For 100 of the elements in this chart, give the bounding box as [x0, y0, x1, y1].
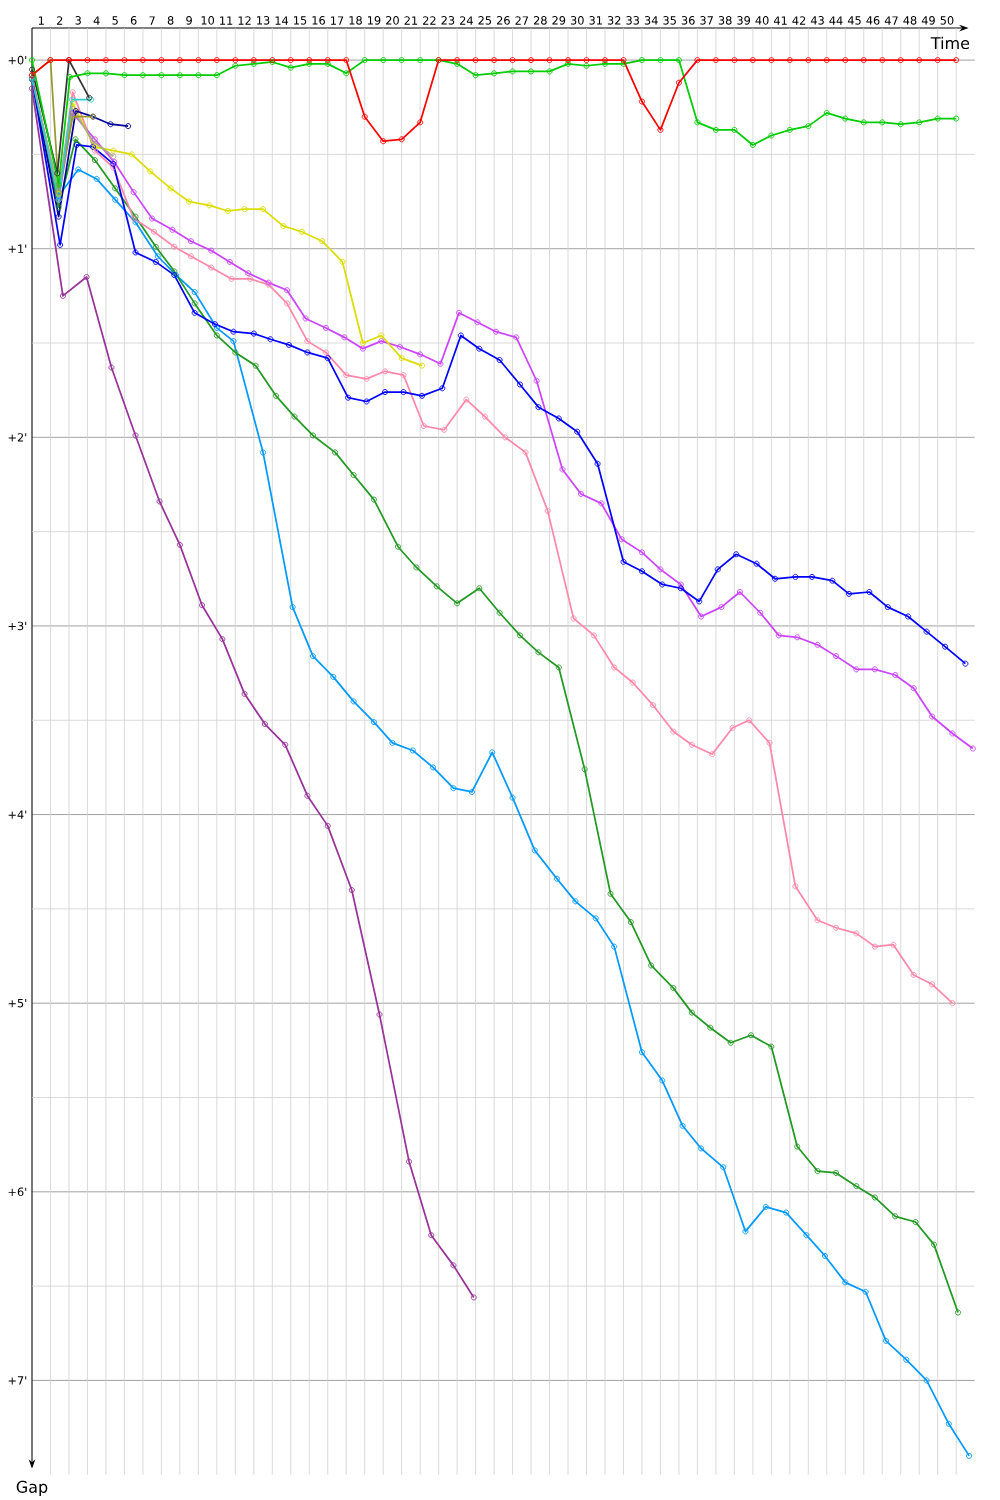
point: [380, 57, 387, 64]
point: [107, 121, 114, 128]
point: [638, 568, 645, 575]
point: [879, 57, 886, 64]
point: [481, 413, 488, 420]
point: [158, 72, 165, 79]
point: [491, 70, 498, 77]
point: [546, 68, 553, 75]
point: [260, 206, 267, 213]
x-tick-label: 21: [404, 16, 418, 25]
y-tick-label: +6': [8, 1187, 27, 1197]
point: [376, 1011, 383, 1018]
point: [409, 747, 416, 754]
point: [929, 981, 936, 988]
point: [513, 334, 520, 341]
point: [688, 741, 695, 748]
point: [389, 739, 396, 746]
point: [833, 1169, 840, 1176]
point: [916, 57, 923, 64]
point: [805, 123, 812, 130]
point: [55, 213, 62, 220]
point: [533, 377, 540, 384]
point: [912, 1218, 919, 1225]
point: [923, 1377, 930, 1384]
point: [359, 340, 366, 347]
x-tick-label: 40: [755, 16, 769, 25]
point: [468, 788, 475, 795]
point: [359, 345, 366, 352]
point: [897, 121, 904, 128]
point: [766, 739, 773, 746]
x-tick-label: 30: [570, 16, 584, 25]
y-tick-label: +4': [8, 810, 27, 819]
point: [324, 355, 331, 362]
point: [304, 792, 311, 799]
point: [897, 57, 904, 64]
point: [154, 253, 161, 260]
point: [842, 115, 849, 122]
point: [698, 613, 705, 620]
point: [324, 822, 331, 829]
x-tick-label: 15: [294, 16, 307, 25]
x-tick-label: 42: [792, 16, 806, 25]
point: [853, 666, 860, 673]
point: [736, 589, 743, 595]
point: [361, 113, 368, 120]
point: [219, 636, 226, 643]
point: [171, 268, 178, 275]
point: [261, 721, 268, 728]
point: [228, 275, 235, 282]
point: [152, 243, 159, 250]
x-tick-label: 46: [866, 16, 880, 25]
x-tick-label: 20: [386, 16, 399, 25]
point: [720, 1164, 727, 1171]
point: [871, 666, 878, 673]
point: [472, 72, 479, 79]
x-tick-label: 7: [149, 16, 155, 25]
point: [768, 57, 775, 64]
point: [66, 74, 73, 81]
point: [670, 728, 677, 735]
point: [729, 724, 736, 731]
point: [916, 119, 923, 126]
point: [147, 168, 154, 175]
point: [191, 289, 198, 296]
point: [620, 558, 627, 565]
point: [130, 189, 137, 196]
point: [252, 362, 259, 369]
point: [291, 413, 298, 420]
point: [322, 349, 329, 356]
point: [413, 564, 420, 571]
point: [792, 883, 799, 890]
point: [502, 434, 509, 441]
point: [83, 274, 90, 281]
x-tick-label: 2: [56, 16, 63, 25]
point: [208, 264, 215, 271]
point: [892, 1213, 899, 1220]
point: [343, 372, 350, 379]
y-tick-label: +1': [8, 244, 27, 253]
point: [55, 181, 62, 188]
point: [879, 119, 886, 126]
point: [363, 398, 370, 405]
point: [112, 196, 119, 203]
y-tick-label: +5': [8, 998, 27, 1008]
point: [712, 126, 719, 133]
point: [474, 319, 481, 326]
x-tick-label: 38: [718, 16, 732, 25]
point: [322, 324, 329, 331]
point: [629, 679, 636, 686]
y-tick-label: +7': [8, 1376, 27, 1385]
point: [289, 604, 296, 611]
point: [455, 309, 462, 316]
point: [942, 643, 949, 650]
x-tick-label: 44: [829, 16, 843, 25]
point: [121, 57, 128, 64]
point: [853, 930, 860, 937]
point: [677, 585, 684, 592]
point: [102, 70, 109, 77]
point: [176, 72, 183, 79]
point: [250, 330, 257, 337]
point: [472, 57, 479, 64]
point: [232, 62, 239, 69]
point: [934, 57, 941, 64]
